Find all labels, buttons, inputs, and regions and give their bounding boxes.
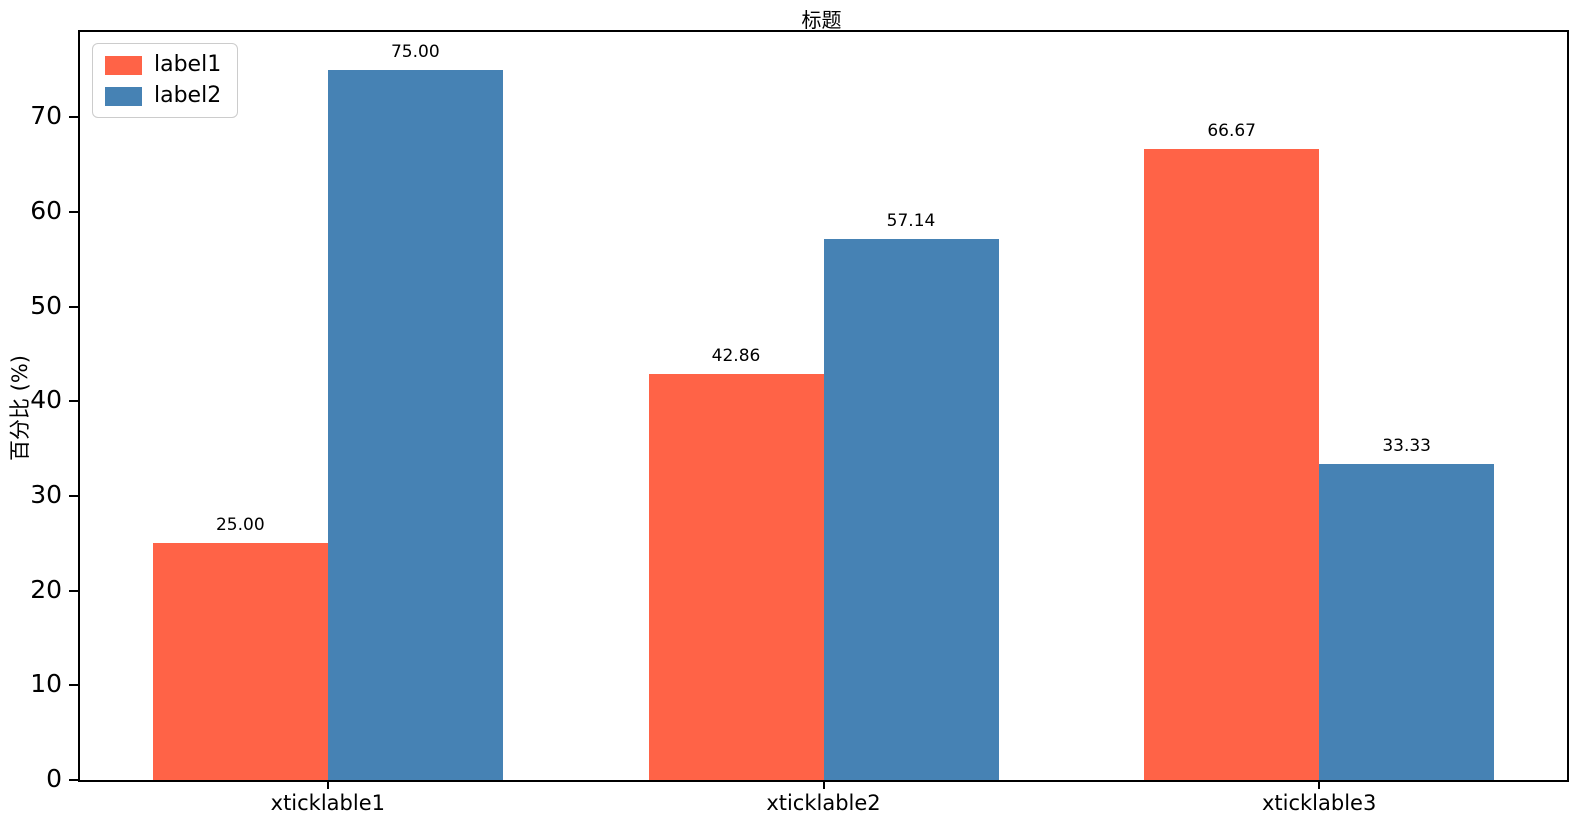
bar-label1-xticklable1 [152, 543, 328, 780]
y-tick-label: 50 [30, 290, 62, 320]
bar-label2-xticklable1 [327, 69, 503, 780]
legend-label: label1 [154, 52, 222, 77]
bar-value-label: 25.00 [215, 515, 265, 536]
y-tick-label: 40 [30, 385, 62, 415]
y-tick-mark [69, 116, 78, 119]
y-tick-mark [69, 210, 78, 213]
y-tick-label: 10 [30, 669, 62, 699]
bar-value-label: 42.86 [711, 346, 761, 367]
x-tick-mark [1318, 780, 1321, 789]
y-tick-mark [69, 779, 78, 781]
bar-value-label: 33.33 [1382, 436, 1431, 457]
y-tick-label: 0 [46, 764, 62, 793]
legend: label1 label2 [92, 43, 239, 118]
bar-label1-xticklable3 [1144, 148, 1320, 780]
y-tick-label: 30 [30, 479, 62, 509]
y-tick-mark [69, 400, 78, 403]
y-tick-mark [69, 305, 78, 308]
chart-title: 标题 [801, 8, 842, 32]
y-tick-mark [69, 684, 78, 687]
y-tick-mark [69, 589, 78, 592]
y-tick-mark [69, 494, 78, 497]
x-tick-mark [822, 780, 825, 789]
legend-label: label2 [154, 83, 222, 108]
legend-swatch-icon [105, 86, 142, 106]
bar-label1-xticklable2 [648, 374, 824, 780]
legend-swatch-icon [105, 55, 142, 75]
x-tick-mark [326, 780, 329, 789]
x-tick-label: xticklable2 [766, 791, 881, 815]
y-tick-label: 60 [30, 195, 62, 225]
bar-value-label: 66.67 [1207, 120, 1256, 141]
bar-value-label: 57.14 [886, 210, 936, 231]
y-tick-label: 20 [30, 574, 62, 604]
bar-label2-xticklable3 [1319, 464, 1495, 780]
legend-entry-label2: label2 [105, 85, 221, 107]
legend-entry-label1: label1 [105, 54, 221, 76]
bar-label2-xticklable2 [823, 238, 999, 780]
y-tick-label: 70 [30, 101, 62, 131]
x-tick-label: xticklable3 [1261, 791, 1377, 815]
x-tick-label: xticklable1 [270, 791, 385, 815]
plot-area: 25.00 75.00 42.86 57.14 66.67 33.33 label1 lab… [78, 30, 1569, 782]
bar-value-label: 75.00 [390, 41, 440, 62]
